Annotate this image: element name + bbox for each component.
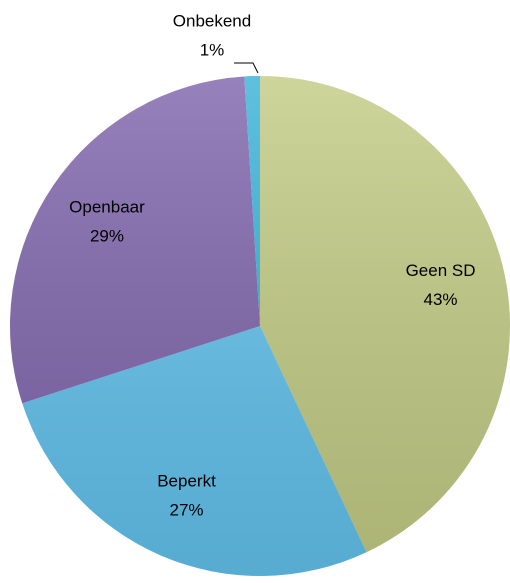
- slice-value-label: 43%: [424, 290, 458, 309]
- slice-label: Beperkt: [157, 471, 216, 490]
- slice-label: Openbaar: [69, 197, 145, 216]
- slice-label: Onbekend: [173, 11, 251, 30]
- slice-value-label: 1%: [200, 40, 225, 59]
- slice-value-label: 29%: [90, 226, 124, 245]
- pie: [9, 76, 510, 577]
- slice-label: Geen SD: [406, 261, 476, 280]
- slice-value-label: 27%: [170, 500, 204, 519]
- leader-line: [234, 62, 259, 74]
